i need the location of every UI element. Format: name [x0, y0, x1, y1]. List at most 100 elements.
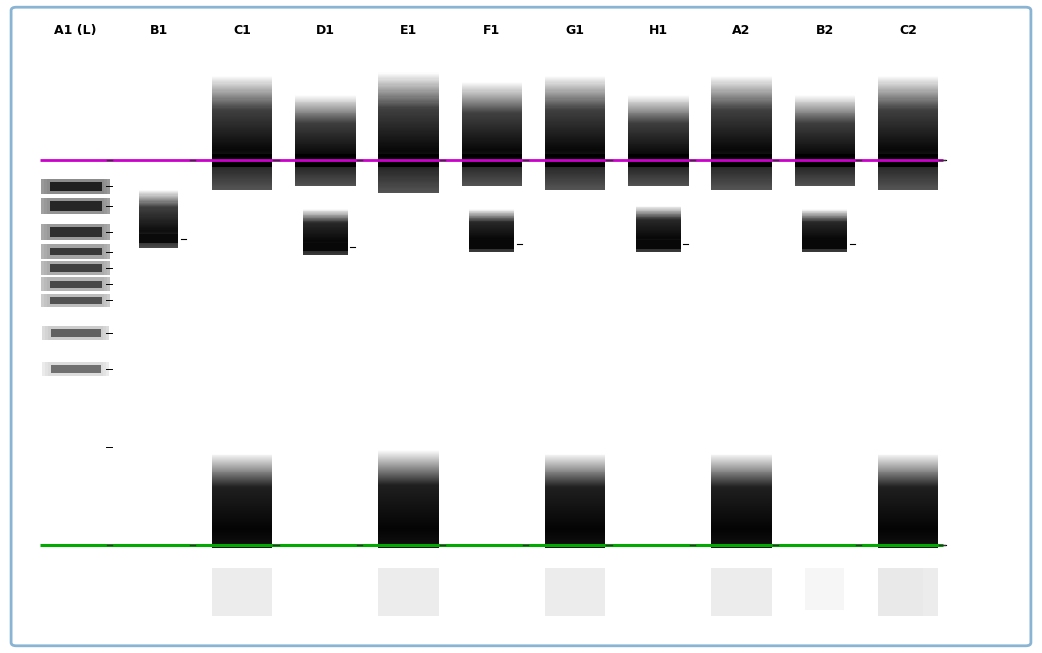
Bar [878, 537, 938, 539]
Bar [712, 84, 772, 85]
Bar [628, 160, 689, 161]
Bar [462, 95, 522, 96]
Bar [378, 500, 439, 501]
Bar [712, 143, 772, 144]
Bar [140, 246, 178, 247]
Bar [212, 91, 272, 93]
Bar [712, 545, 772, 546]
Bar [212, 509, 272, 510]
Bar [378, 544, 439, 545]
Bar [212, 488, 272, 490]
Bar [469, 220, 515, 221]
Bar [878, 457, 938, 458]
Bar [378, 513, 439, 514]
Bar [712, 178, 772, 180]
Bar [295, 182, 355, 183]
Bar [545, 468, 605, 469]
Bar [795, 123, 855, 124]
Bar [212, 116, 272, 117]
Bar [795, 146, 855, 147]
Bar [378, 181, 439, 182]
Text: H1: H1 [649, 24, 668, 37]
Bar [462, 89, 522, 91]
Bar [462, 116, 522, 118]
Bar [212, 533, 272, 534]
Bar [802, 231, 847, 232]
Bar [795, 116, 855, 117]
Bar [628, 157, 689, 158]
Bar [545, 495, 605, 496]
Bar [212, 505, 272, 507]
Bar [378, 494, 439, 495]
Bar [545, 509, 605, 510]
Bar [378, 169, 439, 170]
Bar [802, 225, 847, 226]
Bar [212, 151, 272, 152]
Bar [795, 159, 855, 160]
Bar [628, 117, 689, 118]
Bar [303, 232, 348, 234]
Bar [140, 247, 178, 248]
Bar [212, 148, 272, 149]
Bar [878, 144, 938, 145]
Bar [469, 226, 515, 227]
Bar [712, 468, 772, 469]
Bar [212, 144, 272, 145]
Bar [712, 157, 772, 158]
Bar [712, 496, 772, 497]
Bar [545, 187, 605, 189]
Bar [878, 547, 938, 548]
Bar [295, 146, 355, 147]
Bar [212, 112, 272, 113]
Bar [712, 102, 772, 103]
Bar [545, 180, 605, 182]
Bar [303, 224, 348, 225]
Bar [545, 515, 605, 516]
Bar [545, 520, 605, 522]
Bar [378, 511, 439, 512]
Bar [636, 241, 681, 242]
Bar [378, 182, 439, 183]
Bar [462, 97, 522, 98]
Bar [628, 141, 689, 142]
Bar [462, 99, 522, 100]
Bar [462, 142, 522, 144]
Bar [295, 109, 355, 110]
Bar [878, 103, 938, 104]
Bar [378, 76, 439, 77]
Bar [378, 461, 439, 462]
Bar [462, 184, 522, 185]
Bar [878, 105, 938, 106]
Bar [712, 517, 772, 518]
Bar [795, 170, 855, 171]
Bar [295, 163, 355, 164]
Bar [140, 218, 178, 219]
Bar [628, 149, 689, 150]
Bar [878, 180, 938, 182]
Bar [712, 531, 772, 532]
Bar [378, 78, 439, 80]
Bar [212, 479, 272, 480]
Bar [712, 111, 772, 112]
Bar [712, 119, 772, 120]
Bar [378, 496, 439, 497]
Bar [469, 219, 515, 220]
Bar [712, 515, 772, 516]
Bar [636, 206, 681, 207]
Bar [212, 126, 272, 127]
Bar [795, 141, 855, 142]
Bar [378, 536, 439, 537]
Bar [545, 493, 605, 494]
Bar [628, 123, 689, 124]
Bar [628, 144, 689, 146]
Bar [795, 169, 855, 170]
Bar [545, 522, 605, 524]
Bar [878, 483, 938, 484]
Bar [795, 161, 855, 162]
Bar [712, 473, 772, 474]
Bar [636, 213, 681, 214]
Bar [50, 182, 102, 191]
Bar [378, 503, 439, 504]
Bar [802, 227, 847, 229]
Bar [378, 158, 439, 159]
